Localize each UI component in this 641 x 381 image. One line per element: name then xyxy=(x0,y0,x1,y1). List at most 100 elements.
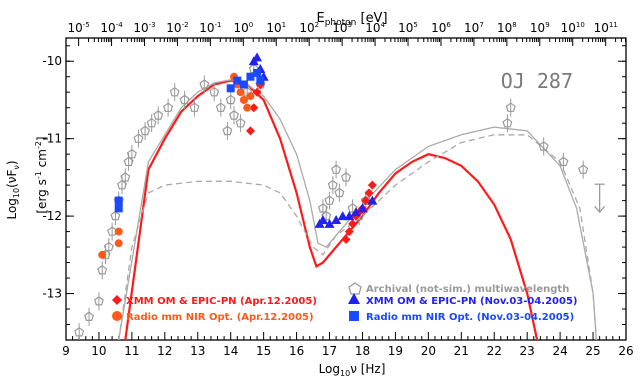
top-tick-label: 106 xyxy=(431,21,451,35)
top-tick-label: 10-4 xyxy=(100,21,123,35)
archival-point xyxy=(146,117,157,128)
legend: Archival (not-sim.) multiwavelength XMM … xyxy=(112,282,578,323)
y-tick-label: -13 xyxy=(42,287,62,301)
radio-apr-point xyxy=(243,103,252,112)
x-tick-label: 9 xyxy=(62,344,70,358)
archival-point xyxy=(84,311,95,321)
top-tick-label: 10-2 xyxy=(166,21,188,35)
archival-point xyxy=(74,327,85,337)
archival-point xyxy=(199,79,210,89)
xmm-nov-point xyxy=(317,214,328,224)
legend-xmm-apr: XMM OM & EPIC-PN (Apr.12.2005) xyxy=(112,295,317,307)
x-tick-label: 25 xyxy=(585,344,600,358)
radio-apr-point xyxy=(98,250,107,259)
x-tick-label: 10 xyxy=(91,344,106,358)
x-tick-label: 12 xyxy=(157,344,172,358)
top-tick-label: 1010 xyxy=(561,21,585,35)
archival-point xyxy=(321,210,332,221)
archival-point xyxy=(215,102,226,112)
top-tick-label: 102 xyxy=(299,21,319,35)
chart-title: OJ 287 xyxy=(501,69,573,93)
archival-point xyxy=(120,172,131,182)
x-tick-label: 20 xyxy=(421,344,436,358)
xmm-nov-point xyxy=(367,195,378,205)
svg-text:Archival (not-sim.) multiwavel: Archival (not-sim.) multiwavelength xyxy=(366,284,569,295)
y-axis-units: [erg s-1 cm-2] xyxy=(34,136,49,213)
x-axis-label: Log10ν [Hz] xyxy=(319,362,386,378)
legend-xmm-nov: XMM OM & EPIC-PN (Nov.03-04.2005) xyxy=(348,293,578,307)
radio-apr-point xyxy=(236,88,245,97)
xmm-nov-point xyxy=(252,52,263,62)
legend-radio-nov: Radio mm NIR Opt. (Nov.03-04.2005) xyxy=(349,311,574,323)
xmm-apr-point xyxy=(341,234,351,244)
x-tick-label: 11 xyxy=(124,344,139,358)
radio-nov-point xyxy=(226,84,235,93)
y-tick-label: -11 xyxy=(42,132,62,146)
y-axis-label: Log10(νFν) xyxy=(5,160,21,219)
top-axis-label: Ephoton [eV] xyxy=(316,11,387,28)
xmm-apr-point xyxy=(348,219,358,229)
archival-point xyxy=(324,195,335,205)
archival-point xyxy=(228,110,240,120)
x-tick-label: 16 xyxy=(289,344,304,358)
x-tick-label: 14 xyxy=(223,344,238,358)
svg-text:Log10(νFν): Log10(νFν) xyxy=(5,160,21,219)
svg-text:XMM OM & EPIC-PN (Apr.12.2005): XMM OM & EPIC-PN (Apr.12.2005) xyxy=(126,296,317,307)
top-tick-label: 104 xyxy=(365,21,385,35)
top-tick-label: 109 xyxy=(530,21,550,35)
archival-point xyxy=(97,265,108,275)
radio-nov-point xyxy=(253,68,262,77)
archival-point xyxy=(538,141,549,151)
legend-radio-apr: Radio mm NIR Opt. (Apr.12.2005) xyxy=(112,311,314,323)
top-axis-ticks: 10-5 10-4 10-3 10-2 10-1 100 101 102 103 104 105 10… xyxy=(67,21,627,46)
svg-text:Radio mm NIR Opt. (Nov.03-04.2: Radio mm NIR Opt. (Nov.03-04.2005) xyxy=(366,312,574,323)
data-points xyxy=(74,52,606,340)
legend-archival: Archival (not-sim.) multiwavelength xyxy=(348,282,569,295)
xmm-apr-point xyxy=(245,126,255,136)
xmm-nov-point xyxy=(331,214,342,224)
svg-text:[erg s-1 cm-2]: [erg s-1 cm-2] xyxy=(34,136,49,213)
archival-point xyxy=(331,164,342,174)
top-tick-label: 101 xyxy=(266,21,286,35)
x-tick-label: 23 xyxy=(520,344,535,358)
xmm-apr-point xyxy=(367,180,377,190)
archival-point xyxy=(189,102,200,112)
top-tick-label: 103 xyxy=(332,21,352,35)
x-tick-label: 15 xyxy=(256,344,271,358)
archival-point xyxy=(93,296,104,306)
archival-point xyxy=(103,241,114,252)
x-tick-label: 22 xyxy=(487,344,502,358)
model-curve xyxy=(118,79,598,340)
archival-point xyxy=(209,86,220,97)
x-tick-label: 13 xyxy=(190,344,205,358)
archival-point xyxy=(225,94,236,105)
archival-point xyxy=(153,110,164,120)
radio-apr-point xyxy=(114,239,123,248)
archival-point xyxy=(163,102,174,112)
top-tick-label: 10-5 xyxy=(67,21,89,35)
archival-point xyxy=(222,125,233,136)
y-tick-label: -10 xyxy=(42,54,62,68)
top-tick-label: 10-1 xyxy=(199,21,221,35)
archival-point xyxy=(169,86,180,97)
archival-point xyxy=(317,203,328,213)
x-axis-ticks: 9 10 11 12 13 14 15 16 17 18 19 20 21 22 23 24 25 26 xyxy=(62,332,634,358)
archival-point xyxy=(235,117,246,128)
xmm-nov-point xyxy=(344,211,355,221)
radio-nov-point xyxy=(239,80,248,89)
plot-frame xyxy=(65,37,627,341)
model-curve xyxy=(124,79,539,340)
archival-point xyxy=(327,179,338,190)
x-tick-label: 18 xyxy=(355,344,370,358)
radio-apr-point xyxy=(246,92,255,101)
xmm-apr-point xyxy=(361,196,371,206)
x-tick-label: 19 xyxy=(388,344,403,358)
archival-point xyxy=(340,172,352,182)
xmm-apr-point xyxy=(249,103,259,113)
xmm-apr-point xyxy=(364,188,374,198)
model-curve xyxy=(118,134,598,340)
svg-text:Radio mm NIR Opt. (Apr.12.2005: Radio mm NIR Opt. (Apr.12.2005) xyxy=(126,312,314,323)
radio-nov-point xyxy=(114,204,123,213)
radio-nov-point xyxy=(256,76,265,85)
